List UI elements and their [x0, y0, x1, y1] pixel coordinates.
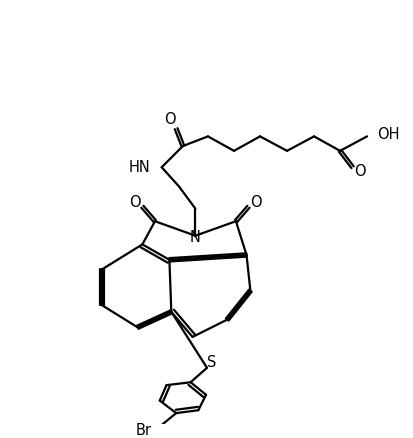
Text: OH: OH: [376, 127, 398, 142]
Text: S: S: [206, 356, 216, 371]
Text: O: O: [128, 195, 140, 210]
Text: O: O: [164, 112, 176, 127]
Text: O: O: [250, 195, 261, 210]
Text: N: N: [190, 230, 200, 245]
Text: O: O: [354, 164, 365, 179]
Text: HN: HN: [128, 160, 150, 175]
Text: Br: Br: [136, 423, 152, 438]
